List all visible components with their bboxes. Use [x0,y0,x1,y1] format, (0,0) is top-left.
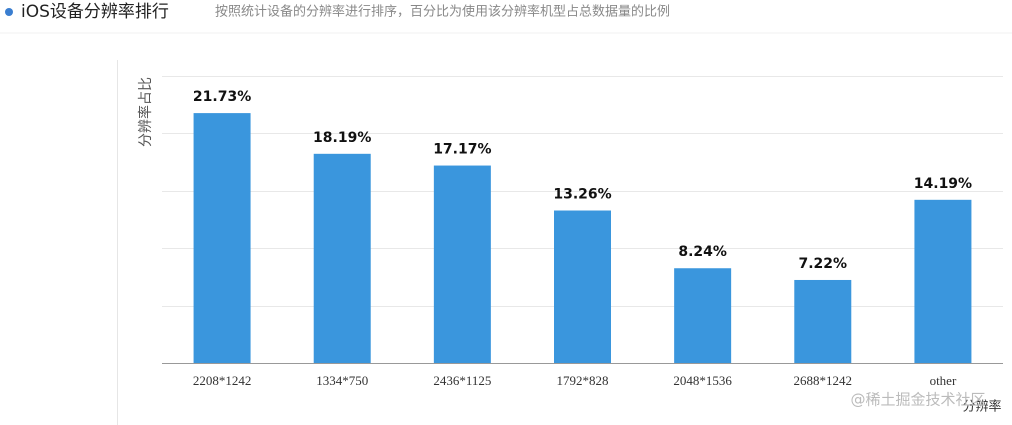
bar [313,153,371,363]
bar [914,199,972,363]
value-label: 8.24% [678,244,727,260]
x-tick-label: 2208*1242 [193,373,252,388]
x-axis-label: 分辨率 [962,399,1001,415]
value-label: 21.73% [193,89,251,105]
x-tick-label: other [930,373,957,388]
bar [433,165,491,363]
x-tick-label: 2048*1536 [673,373,732,388]
page-title: iOS设备分辨率排行 [21,2,169,22]
x-tick-label: 2688*1242 [794,373,853,388]
x-tick-label: 1334*750 [316,373,368,388]
title-dot [5,8,13,16]
watermark: @稀土掘金技术社区 [850,391,985,409]
value-label: 13.26% [553,187,611,203]
value-label: 7.22% [798,256,847,272]
bar [554,210,611,363]
bar [794,279,852,363]
y-axis-label: 分辨率占比 [137,77,154,147]
page-subtitle: 按照统计设备的分辨率进行排序，百分比为使用该分辨率机型占总数据量的比例 [215,4,670,20]
bar [674,268,732,363]
value-label: 18.19% [313,130,371,146]
x-tick-label: 1792*828 [557,373,609,388]
x-tick-label: 2436*1125 [433,373,491,388]
value-label: 17.17% [433,142,491,158]
bar [193,113,251,363]
value-label: 14.19% [914,176,972,192]
